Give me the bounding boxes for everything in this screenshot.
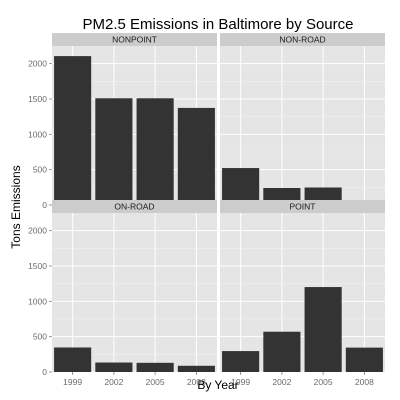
y-tick-label: 500 (33, 332, 47, 342)
y-tick-label: 2000 (28, 226, 47, 236)
facet-strip-label: NON-ROAD (279, 35, 325, 45)
facet-strip (52, 200, 217, 213)
bar (304, 287, 342, 372)
bar (95, 98, 133, 205)
bar (177, 365, 215, 372)
panel-background (220, 213, 385, 372)
x-axis-label: By Year (197, 378, 238, 392)
y-tick-label: 0 (42, 200, 47, 210)
y-axis-label: Tons Emissions (9, 165, 23, 248)
panel-on-road: ON-ROAD 0 500 1000 1500 2000 1999 2002 2005 2008 (28, 200, 217, 387)
facet-strip (220, 33, 385, 46)
x-tick-label: 2002 (272, 377, 291, 387)
facet-strip (52, 33, 217, 46)
bar (345, 347, 383, 372)
x-tick-label: 2005 (146, 377, 165, 387)
bar (222, 351, 260, 372)
bar (177, 107, 215, 205)
x-tick-label: 1999 (231, 377, 250, 387)
bar (54, 56, 92, 205)
bar (136, 98, 174, 205)
x-tick-label: 2008 (187, 377, 206, 387)
facet-panels: NONPOINT 0 500 1000 1500 2000 NON-ROAD ON-ROAD 0… (28, 33, 385, 387)
facet-strip-label: POINT (290, 202, 316, 212)
y-tick-label: 1000 (28, 129, 47, 139)
y-tick-label: 2000 (28, 59, 47, 69)
bar (54, 347, 92, 372)
y-tick-label: 500 (33, 165, 47, 175)
x-tick-label: 2002 (104, 377, 123, 387)
panel-point: POINT 1999 2002 2005 2008 (220, 200, 385, 387)
facet-strip-label: ON-ROAD (114, 202, 154, 212)
facet-strip-label: NONPOINT (112, 35, 157, 45)
y-tick-label: 0 (42, 367, 47, 377)
panel-background (52, 213, 217, 372)
bar (263, 331, 301, 372)
x-tick-label: 2008 (355, 377, 374, 387)
y-tick-label: 1500 (28, 94, 47, 104)
bar (136, 362, 174, 372)
y-tick-label: 1500 (28, 261, 47, 271)
bar (95, 362, 133, 372)
x-tick-label: 2005 (314, 377, 333, 387)
facet-strip (220, 200, 385, 213)
x-tick-label: 1999 (63, 377, 82, 387)
y-tick-label: 1000 (28, 296, 47, 306)
panel-non-road: NON-ROAD (220, 33, 385, 206)
chart-title: PM2.5 Emissions in Baltimore by Source (83, 16, 354, 33)
bar (222, 168, 260, 205)
panel-nonpoint: NONPOINT 0 500 1000 1500 2000 (28, 33, 217, 210)
